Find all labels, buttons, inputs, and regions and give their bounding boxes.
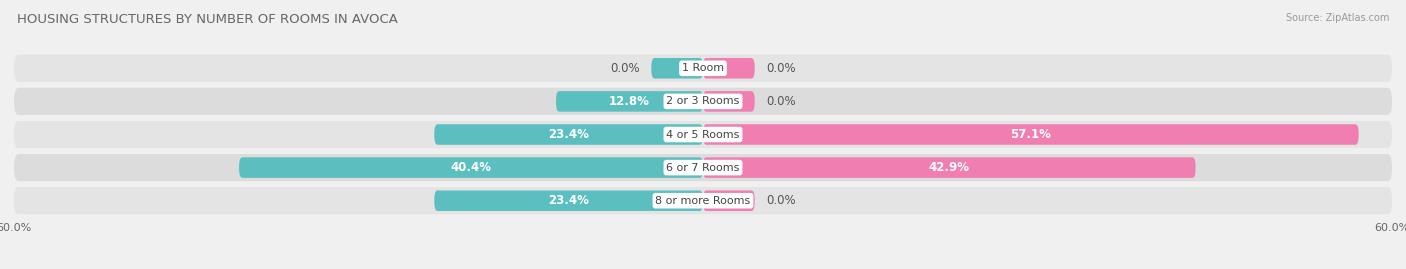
Text: 23.4%: 23.4%	[548, 194, 589, 207]
Text: 0.0%: 0.0%	[766, 194, 796, 207]
Text: 0.0%: 0.0%	[610, 62, 640, 75]
FancyBboxPatch shape	[703, 124, 1358, 145]
Text: Source: ZipAtlas.com: Source: ZipAtlas.com	[1285, 13, 1389, 23]
FancyBboxPatch shape	[703, 157, 1195, 178]
Text: 12.8%: 12.8%	[609, 95, 650, 108]
Text: HOUSING STRUCTURES BY NUMBER OF ROOMS IN AVOCA: HOUSING STRUCTURES BY NUMBER OF ROOMS IN…	[17, 13, 398, 26]
Text: 4 or 5 Rooms: 4 or 5 Rooms	[666, 129, 740, 140]
Text: 57.1%: 57.1%	[1011, 128, 1052, 141]
FancyBboxPatch shape	[434, 124, 703, 145]
FancyBboxPatch shape	[14, 187, 1392, 214]
FancyBboxPatch shape	[703, 91, 755, 112]
Text: 0.0%: 0.0%	[766, 95, 796, 108]
Text: 8 or more Rooms: 8 or more Rooms	[655, 196, 751, 206]
Text: 6 or 7 Rooms: 6 or 7 Rooms	[666, 162, 740, 173]
FancyBboxPatch shape	[703, 58, 755, 79]
Text: 1 Room: 1 Room	[682, 63, 724, 73]
Text: 2 or 3 Rooms: 2 or 3 Rooms	[666, 96, 740, 107]
Text: 23.4%: 23.4%	[548, 128, 589, 141]
Text: 0.0%: 0.0%	[766, 62, 796, 75]
FancyBboxPatch shape	[14, 121, 1392, 148]
FancyBboxPatch shape	[703, 190, 755, 211]
FancyBboxPatch shape	[434, 190, 703, 211]
FancyBboxPatch shape	[651, 58, 703, 79]
FancyBboxPatch shape	[239, 157, 703, 178]
Text: 40.4%: 40.4%	[450, 161, 492, 174]
FancyBboxPatch shape	[14, 154, 1392, 181]
FancyBboxPatch shape	[555, 91, 703, 112]
Text: 42.9%: 42.9%	[929, 161, 970, 174]
FancyBboxPatch shape	[14, 55, 1392, 82]
FancyBboxPatch shape	[14, 88, 1392, 115]
